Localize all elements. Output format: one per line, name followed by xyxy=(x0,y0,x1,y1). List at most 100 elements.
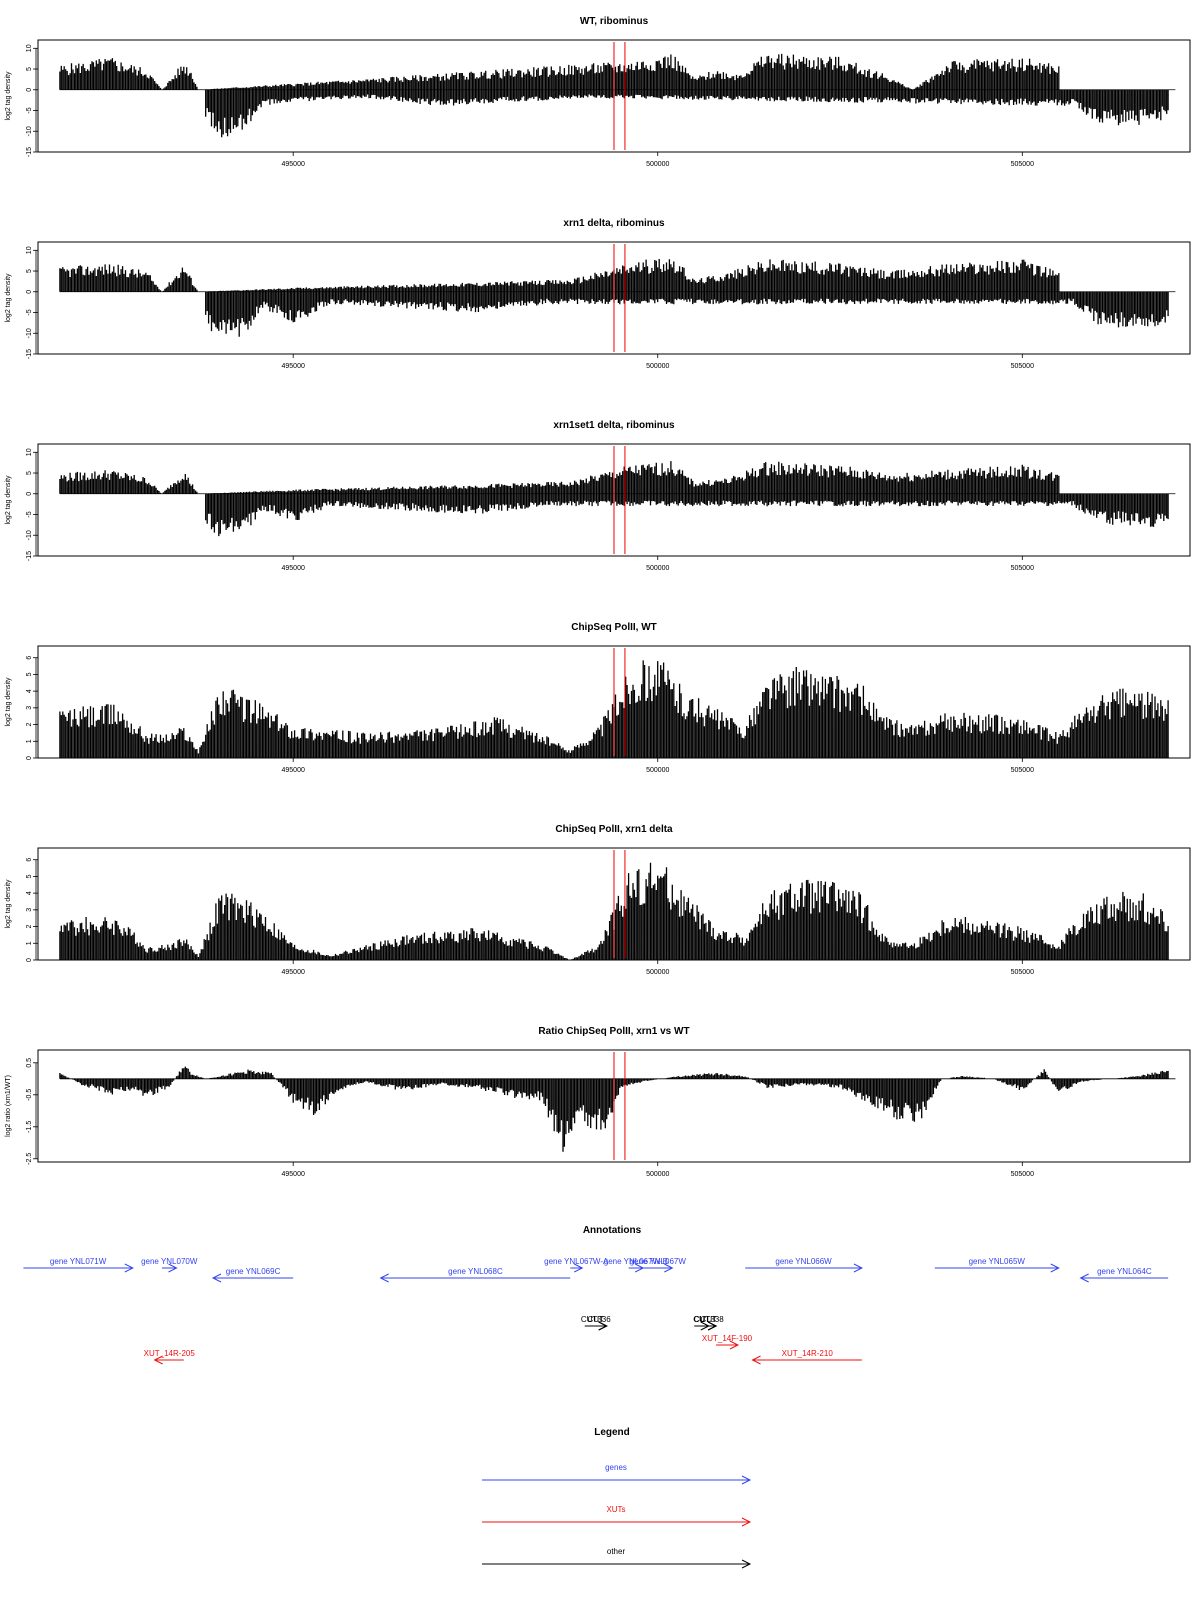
y-tick-label: -1.5 xyxy=(26,1121,33,1133)
panel-title: WT, ribominus xyxy=(580,16,649,27)
panel-title: ChipSeq PolII, WT xyxy=(571,622,657,633)
x-tick-label: 500000 xyxy=(646,161,669,168)
signal-bars xyxy=(60,54,1059,90)
signal-panels: WT, ribominus-15-10-50510log2 tag densit… xyxy=(5,16,1190,1178)
y-tick-label: 3 xyxy=(26,908,33,912)
annotation-other: CUT338 xyxy=(694,1315,724,1330)
y-tick-label: -10 xyxy=(26,530,33,540)
annotation-label: gene YNL065W xyxy=(969,1257,1026,1266)
annotation-label: XUT_14F-190 xyxy=(702,1334,753,1343)
y-tick-label: 0.5 xyxy=(26,1058,33,1068)
signal-bars xyxy=(206,292,1168,337)
y-tick-label: 0 xyxy=(26,958,33,962)
annotation-xut: XUT_14R-205 xyxy=(144,1349,196,1364)
y-tick-label: 5 xyxy=(26,269,33,273)
x-tick-label: 505000 xyxy=(1011,969,1034,976)
series-1 xyxy=(60,54,1059,90)
x-tick-label: 500000 xyxy=(646,1171,669,1178)
y-axis-label: log2 tag density xyxy=(5,273,12,323)
legend-item: XUTs xyxy=(482,1505,750,1526)
annotation-label: gene YNL068C xyxy=(448,1267,503,1276)
legend-item: other xyxy=(482,1547,750,1568)
y-axis-label: log2 ratio (xrn1/WT) xyxy=(5,1075,12,1137)
panel-6: Ratio ChipSeq PolII, xrn1 vs WT -2.5 -1.5 -… xyxy=(5,1026,1190,1178)
annotation-label: gene YNL064C xyxy=(1097,1267,1152,1276)
y-tick-label: 0 xyxy=(26,88,33,92)
annotation-gene: gene YNL069C xyxy=(213,1267,293,1282)
series-2 xyxy=(206,90,1168,137)
panel-title: Ratio ChipSeq PolII, xrn1 vs WT xyxy=(538,1026,689,1037)
y-axis-label: log2 tag density xyxy=(5,677,12,727)
legend-section: Legend genes XUTs other xyxy=(482,1427,750,1568)
y-tick-label: 5 xyxy=(26,672,33,676)
y-tick-label: -15 xyxy=(26,349,33,359)
annotation-xut: XUT_14R-210 xyxy=(753,1349,862,1364)
signal-bars xyxy=(60,259,1059,292)
annotation-label: XUT_14R-210 xyxy=(782,1349,834,1358)
annotation-label: CUT338 xyxy=(694,1315,724,1324)
annotation-gene: gene YNL071W xyxy=(23,1257,132,1272)
y-tick-label: -15 xyxy=(26,551,33,561)
y-tick-label: -0.5 xyxy=(26,1089,33,1101)
signal-bars xyxy=(206,90,1168,137)
x-tick-label: 495000 xyxy=(282,363,305,370)
series-1 xyxy=(60,259,1059,292)
x-tick-label: 495000 xyxy=(282,1171,305,1178)
signal-bars xyxy=(60,461,1059,494)
y-tick-label: -10 xyxy=(26,328,33,338)
annotation-other: CUT336 xyxy=(581,1315,611,1330)
annotation-label: gene YNL067W-A xyxy=(544,1257,609,1266)
legend-label: genes xyxy=(605,1463,627,1472)
y-tick-label: 6 xyxy=(26,656,33,660)
x-tick-label: 495000 xyxy=(282,969,305,976)
legend-label: other xyxy=(607,1547,626,1556)
annotation-gene: gene YNL066W xyxy=(745,1257,862,1272)
x-tick-label: 500000 xyxy=(646,767,669,774)
panel-title: ChipSeq PolII, xrn1 delta xyxy=(555,824,673,835)
y-tick-label: 1 xyxy=(26,941,33,945)
panel-5: ChipSeq PolII, xrn1 delta0123456log2 tag… xyxy=(5,824,1190,976)
y-tick-label: 10 xyxy=(26,448,33,456)
series-2 xyxy=(206,494,1168,536)
annotation-gene: gene YNL068C xyxy=(381,1267,571,1282)
x-tick-label: 505000 xyxy=(1011,565,1034,572)
y-tick-label: 0 xyxy=(26,756,33,760)
y-tick-label: -2.5 xyxy=(26,1153,33,1165)
y-tick-label: 10 xyxy=(26,44,33,52)
annotation-label: gene YNL070W xyxy=(141,1257,198,1266)
annotation-gene: gene YNL065W xyxy=(935,1257,1059,1272)
x-tick-label: 500000 xyxy=(646,565,669,572)
legend-title: Legend xyxy=(594,1427,630,1438)
y-tick-label: -5 xyxy=(26,107,33,113)
annotation-xut: XUT_14F-190 xyxy=(702,1334,753,1349)
legend-label: XUTs xyxy=(606,1505,625,1514)
signal-bars xyxy=(206,494,1168,536)
annotation-label: XUT_14R-205 xyxy=(144,1349,196,1358)
annotations-section: Annotations gene YNL071W gene YNL070Wgene… xyxy=(23,1225,1168,1364)
x-tick-label: 500000 xyxy=(646,363,669,370)
x-tick-label: 495000 xyxy=(282,767,305,774)
y-tick-label: 10 xyxy=(26,246,33,254)
panel-4: ChipSeq PolII, WT0123456log2 tag density… xyxy=(5,622,1190,774)
y-tick-label: 2 xyxy=(26,723,33,727)
y-tick-label: -5 xyxy=(26,309,33,315)
panel-title: xrn1set1 delta, ribominus xyxy=(553,420,675,431)
x-tick-label: 495000 xyxy=(282,565,305,572)
y-tick-label: 1 xyxy=(26,739,33,743)
x-tick-label: 500000 xyxy=(646,969,669,976)
annotation-label: gene YNL067W xyxy=(630,1257,687,1266)
y-axis-label: log2 tag density xyxy=(5,71,12,121)
y-tick-label: 3 xyxy=(26,706,33,710)
y-tick-label: 5 xyxy=(26,67,33,71)
annotation-gene: gene YNL067W-A xyxy=(544,1257,609,1272)
y-tick-label: 2 xyxy=(26,925,33,929)
annotation-label: gene YNL066W xyxy=(775,1257,832,1266)
y-tick-label: -15 xyxy=(26,147,33,157)
y-tick-label: 5 xyxy=(26,471,33,475)
x-tick-label: 505000 xyxy=(1011,161,1034,168)
x-tick-label: 505000 xyxy=(1011,363,1034,370)
legend-items: genes XUTs other xyxy=(482,1463,750,1568)
annotation-label: CUT336 xyxy=(581,1315,611,1324)
annotation-features: gene YNL071W gene YNL070W gene YNL069C gene… xyxy=(23,1257,1168,1364)
